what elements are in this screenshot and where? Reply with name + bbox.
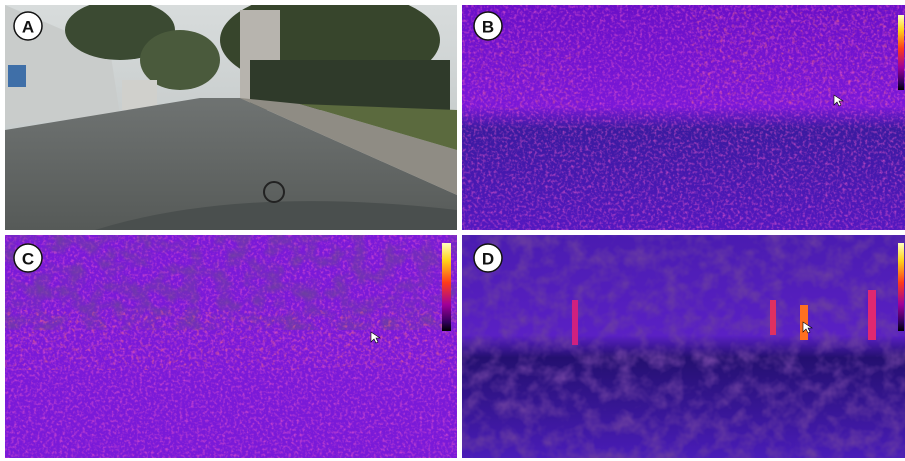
colorbar — [898, 243, 904, 331]
panel-label: D — [482, 250, 494, 269]
heatmap-hotspot — [5, 310, 457, 370]
panel-a-photo — [5, 0, 457, 230]
heatmap-hotspot — [690, 10, 895, 105]
page: {"panels": [{"label": "A"}, {"label": "B… — [0, 0, 905, 461]
heatmap-hotspot — [470, 40, 580, 110]
heatmap-streak — [868, 290, 876, 340]
badge: B — [474, 12, 502, 40]
panel-d-heatmap — [462, 235, 905, 458]
heatmap-streak — [770, 300, 776, 335]
badge: C — [14, 244, 42, 272]
van — [122, 80, 157, 110]
panel-c-heatmap — [5, 235, 457, 458]
panel-b-heatmap — [462, 5, 905, 230]
figure: A B C D — [0, 0, 905, 461]
colorbar — [898, 15, 904, 90]
panel-label: B — [482, 18, 494, 37]
colorbar — [442, 243, 451, 331]
heatmap-streak — [572, 300, 578, 345]
heatmap-texture — [462, 235, 905, 458]
badge: A — [14, 12, 42, 40]
sign — [8, 65, 26, 87]
badge: D — [474, 244, 502, 272]
panel-label: C — [22, 250, 34, 269]
panel-label: A — [22, 18, 34, 37]
